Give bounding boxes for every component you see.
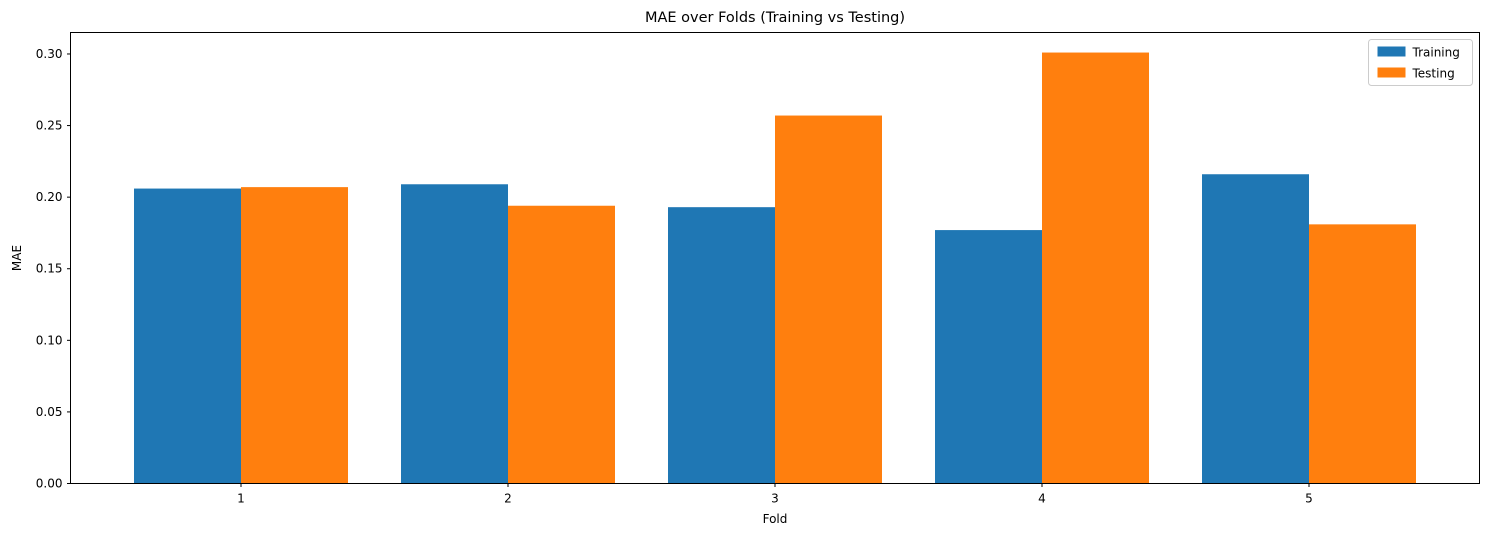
plot-frame: [70, 32, 1480, 484]
bars-group: [134, 52, 1416, 484]
bar-testing-fold-2: [508, 205, 615, 484]
x-tick-label: 2: [504, 492, 512, 506]
y-axis: 0.00 0.05 0.10 0.15 0.20 0.25 0.30: [36, 47, 71, 491]
x-tick-label: 1: [237, 492, 245, 506]
y-tick-label: 0.05: [36, 405, 63, 419]
bar-training-fold-1: [134, 188, 241, 484]
y-tick-label: 0.25: [36, 119, 63, 133]
x-tick-label: 5: [1305, 492, 1313, 506]
bar-training-fold-3: [668, 207, 775, 484]
x-tick-label: 3: [771, 492, 779, 506]
legend-swatch-testing: [1377, 67, 1406, 78]
bar-testing-fold-5: [1309, 224, 1416, 484]
legend-swatch-training: [1377, 46, 1406, 57]
chart-title: MAE over Folds (Training vs Testing): [645, 10, 905, 26]
y-tick-label: 0.15: [36, 262, 63, 276]
legend: Training Testing: [1368, 39, 1473, 86]
bar-testing-fold-3: [775, 115, 882, 484]
x-axis-label: Fold: [763, 512, 788, 526]
bar-training-fold-5: [1202, 174, 1309, 484]
y-tick-label: 0.30: [36, 47, 63, 61]
legend-label-testing: Testing: [1412, 67, 1455, 81]
bar-training-fold-2: [401, 184, 508, 484]
y-tick-label: 0.10: [36, 333, 63, 347]
legend-label-training: Training: [1412, 46, 1460, 60]
bar-training-fold-4: [935, 230, 1042, 484]
bar-testing-fold-4: [1042, 52, 1149, 484]
y-tick-label: 0.00: [36, 477, 63, 491]
y-tick-label: 0.20: [36, 190, 63, 204]
bar-testing-fold-1: [241, 187, 348, 484]
y-axis-label: MAE: [10, 245, 24, 271]
x-tick-label: 4: [1038, 492, 1046, 506]
x-axis: 1 2 3 4 5: [237, 483, 1313, 506]
